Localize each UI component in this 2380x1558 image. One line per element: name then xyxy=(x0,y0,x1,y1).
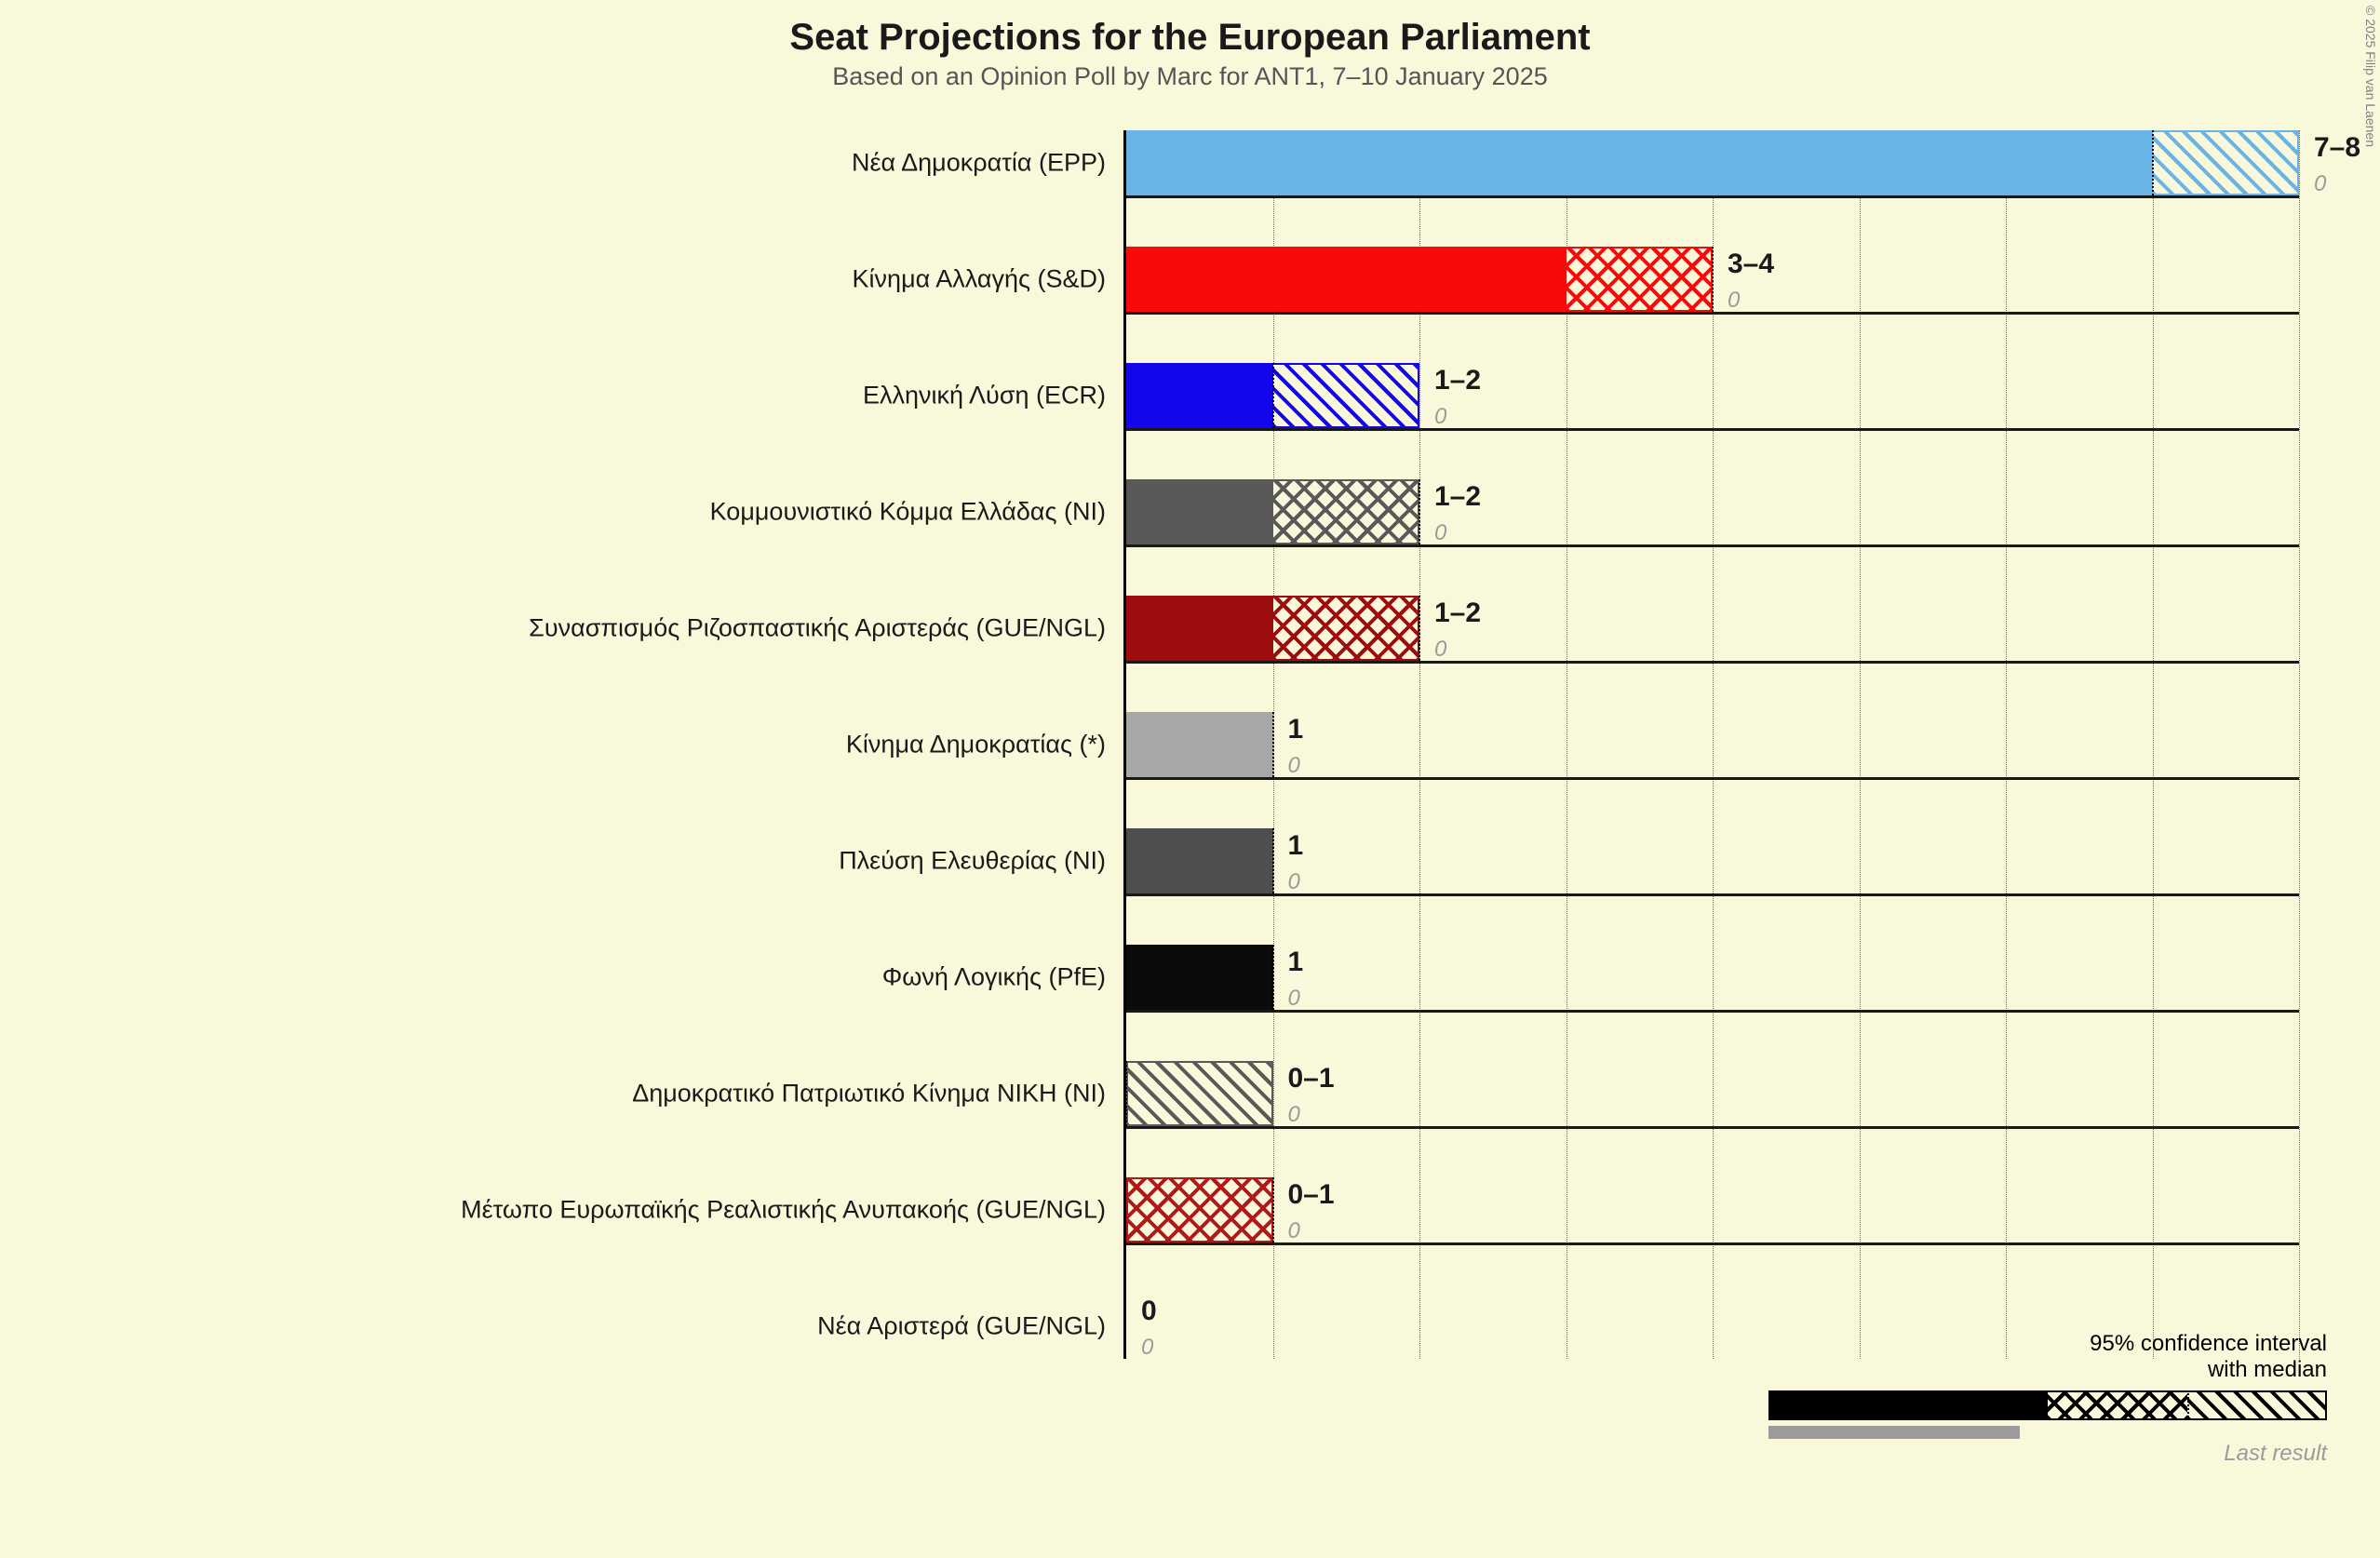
party-label: Κίνημα Δημοκρατίας (*) xyxy=(0,731,1106,759)
bar-last-result: 0 xyxy=(1434,637,1446,663)
bar-value: 1–2 xyxy=(1434,365,1481,396)
bar-last-result: 0 xyxy=(1141,1335,1153,1361)
bar-value: 1 xyxy=(1288,714,1304,745)
legend-last-bar xyxy=(1768,1426,2020,1439)
bar-value: 0–1 xyxy=(1288,1179,1335,1211)
gridline xyxy=(1713,130,1714,1359)
bar-median xyxy=(1272,945,1274,1010)
bar-median xyxy=(1125,1061,1127,1126)
bar-last-result: 0 xyxy=(1288,869,1300,895)
bar-uncertainty xyxy=(1273,363,1420,428)
bar-median xyxy=(1272,363,1274,428)
bar-median xyxy=(2152,130,2154,195)
party-label: Ελληνική Λύση (ECR) xyxy=(0,382,1106,410)
bar-solid xyxy=(1126,596,1273,661)
bar-solid xyxy=(1126,712,1273,777)
bar-median xyxy=(1419,479,1420,544)
bar-uncertainty xyxy=(1126,1061,1273,1126)
row-baseline xyxy=(1126,893,2299,896)
party-label: Κομμουνιστικό Κόμμα Ελλάδας (NI) xyxy=(0,498,1106,527)
bar-median xyxy=(1712,247,1714,312)
bar-median xyxy=(1272,828,1274,893)
bar-uncertainty xyxy=(2153,130,2300,195)
legend-median-line xyxy=(2187,1390,2189,1420)
gridline xyxy=(2153,130,2154,1359)
party-label: Νέα Αριστερά (GUE/NGL) xyxy=(0,1312,1106,1341)
bar-value: 1–2 xyxy=(1434,481,1481,513)
bar-value: 1 xyxy=(1288,947,1304,978)
bar-last-result: 0 xyxy=(2314,171,2326,197)
bar-last-result: 0 xyxy=(1728,288,1740,314)
legend-bar xyxy=(1768,1390,2327,1420)
bar-last-result: 0 xyxy=(1288,1102,1300,1128)
legend-title-line-1: 95% confidence interval xyxy=(1768,1331,2327,1357)
party-label: Πλεύση Ελευθερίας (NI) xyxy=(0,847,1106,876)
bar-value: 1 xyxy=(1288,830,1304,862)
party-label: Μέτωπο Ευρωπαϊκής Ρεαλιστικής Ανυπακοής … xyxy=(0,1196,1106,1225)
party-label: Συνασπισμός Ριζοσπαστικής Αριστεράς (GUE… xyxy=(0,614,1106,643)
bar-value: 0–1 xyxy=(1288,1063,1335,1095)
legend-bar-outline xyxy=(1768,1390,2327,1420)
bar-solid xyxy=(1126,247,1566,312)
bar-solid xyxy=(1126,363,1273,428)
bar-value: 7–8 xyxy=(2314,132,2360,164)
bar-uncertainty xyxy=(1273,596,1420,661)
bar-last-result: 0 xyxy=(1434,404,1446,430)
row-baseline xyxy=(1126,1126,2299,1129)
chart-plot-area: Νέα Δημοκρατία (EPP) 7–8 0 Κίνημα Αλλαγής (… xyxy=(0,0,2380,1558)
bar-solid xyxy=(1126,945,1273,1010)
party-label: Φωνή Λογικής (PfE) xyxy=(0,963,1106,992)
bar-last-result: 0 xyxy=(1288,753,1300,779)
row-baseline xyxy=(1126,777,2299,780)
gridline xyxy=(1566,130,1567,1359)
row-baseline xyxy=(1126,1010,2299,1013)
bar-median xyxy=(1272,712,1274,777)
gridline xyxy=(2006,130,2007,1359)
legend-last-label: Last result xyxy=(2224,1441,2327,1467)
bar-value: 1–2 xyxy=(1434,598,1481,629)
bar-median xyxy=(1419,596,1420,661)
gridline xyxy=(1419,130,1420,1359)
row-baseline xyxy=(1126,544,2299,547)
bar-last-result: 0 xyxy=(1434,520,1446,546)
legend-last-wrap: Last result xyxy=(1768,1426,2327,1467)
row-baseline xyxy=(1126,195,2299,198)
bar-value: 0 xyxy=(1141,1296,1157,1327)
seat-projection-chart: © 2025 Filip van Laenen Seat Projections… xyxy=(0,0,2380,1558)
party-label: Κίνημα Αλλαγής (S&D) xyxy=(0,265,1106,294)
chart-legend: 95% confidence intervalwith median Last r… xyxy=(1768,1331,2327,1467)
legend-title-line-2: with median xyxy=(1768,1357,2327,1383)
row-baseline xyxy=(1126,661,2299,664)
bar-uncertainty xyxy=(1566,247,1714,312)
bar-solid xyxy=(1126,130,2153,195)
row-baseline xyxy=(1126,312,2299,315)
bar-uncertainty xyxy=(1126,1177,1273,1242)
gridline xyxy=(2299,130,2300,1359)
bar-solid xyxy=(1126,479,1273,544)
gridline xyxy=(1860,130,1861,1359)
bar-last-result: 0 xyxy=(1288,986,1300,1012)
row-baseline xyxy=(1126,1242,2299,1245)
party-label: Δημοκρατικό Πατριωτικό Κίνημα ΝΙΚΗ (NI) xyxy=(0,1080,1106,1108)
bar-solid xyxy=(1126,828,1273,893)
bar-median xyxy=(1272,1177,1274,1242)
party-label: Νέα Δημοκρατία (EPP) xyxy=(0,149,1106,178)
bar-uncertainty xyxy=(1273,479,1420,544)
bar-last-result: 0 xyxy=(1288,1218,1300,1244)
row-baseline xyxy=(1126,428,2299,431)
bar-value: 3–4 xyxy=(1728,248,1774,280)
